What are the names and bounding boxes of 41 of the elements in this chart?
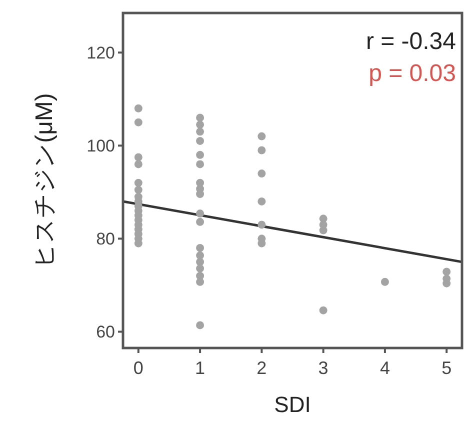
point bbox=[196, 264, 204, 272]
x-axis-title: SDI bbox=[274, 392, 311, 417]
point bbox=[196, 218, 204, 226]
point bbox=[134, 178, 142, 187]
point bbox=[196, 128, 204, 136]
point bbox=[134, 153, 142, 162]
point bbox=[196, 160, 204, 168]
point bbox=[258, 197, 266, 206]
point bbox=[196, 258, 204, 266]
y-tick-label: 100 bbox=[86, 136, 115, 156]
point bbox=[134, 160, 142, 168]
point bbox=[196, 150, 204, 159]
point bbox=[196, 251, 204, 260]
point bbox=[319, 306, 328, 314]
point bbox=[134, 104, 142, 112]
annotation: p = 0.03 bbox=[368, 60, 456, 87]
y-tick-label: 60 bbox=[96, 322, 115, 342]
point bbox=[196, 321, 204, 330]
point bbox=[442, 268, 451, 276]
point bbox=[196, 120, 204, 129]
x-tick-label: 2 bbox=[256, 358, 267, 378]
point bbox=[196, 210, 204, 218]
point bbox=[196, 244, 204, 252]
annotation: r = -0.34 bbox=[366, 28, 456, 55]
y-axis-title: ヒスチジン(μM) bbox=[31, 93, 58, 268]
y-tick-label: 80 bbox=[96, 230, 115, 249]
x-tick-label: 1 bbox=[195, 358, 206, 378]
point bbox=[258, 146, 266, 154]
point bbox=[380, 278, 389, 286]
point bbox=[258, 170, 266, 178]
point bbox=[134, 118, 142, 126]
x-tick-label: 5 bbox=[442, 358, 452, 378]
y-tick-label: 120 bbox=[86, 44, 115, 63]
x-tick-label: 0 bbox=[133, 358, 144, 378]
point bbox=[134, 186, 142, 194]
x-tick-label: 3 bbox=[318, 358, 328, 378]
point bbox=[258, 220, 266, 229]
point bbox=[258, 132, 266, 140]
x-tick-label: 4 bbox=[380, 358, 390, 378]
point bbox=[196, 136, 204, 145]
point bbox=[196, 114, 204, 122]
